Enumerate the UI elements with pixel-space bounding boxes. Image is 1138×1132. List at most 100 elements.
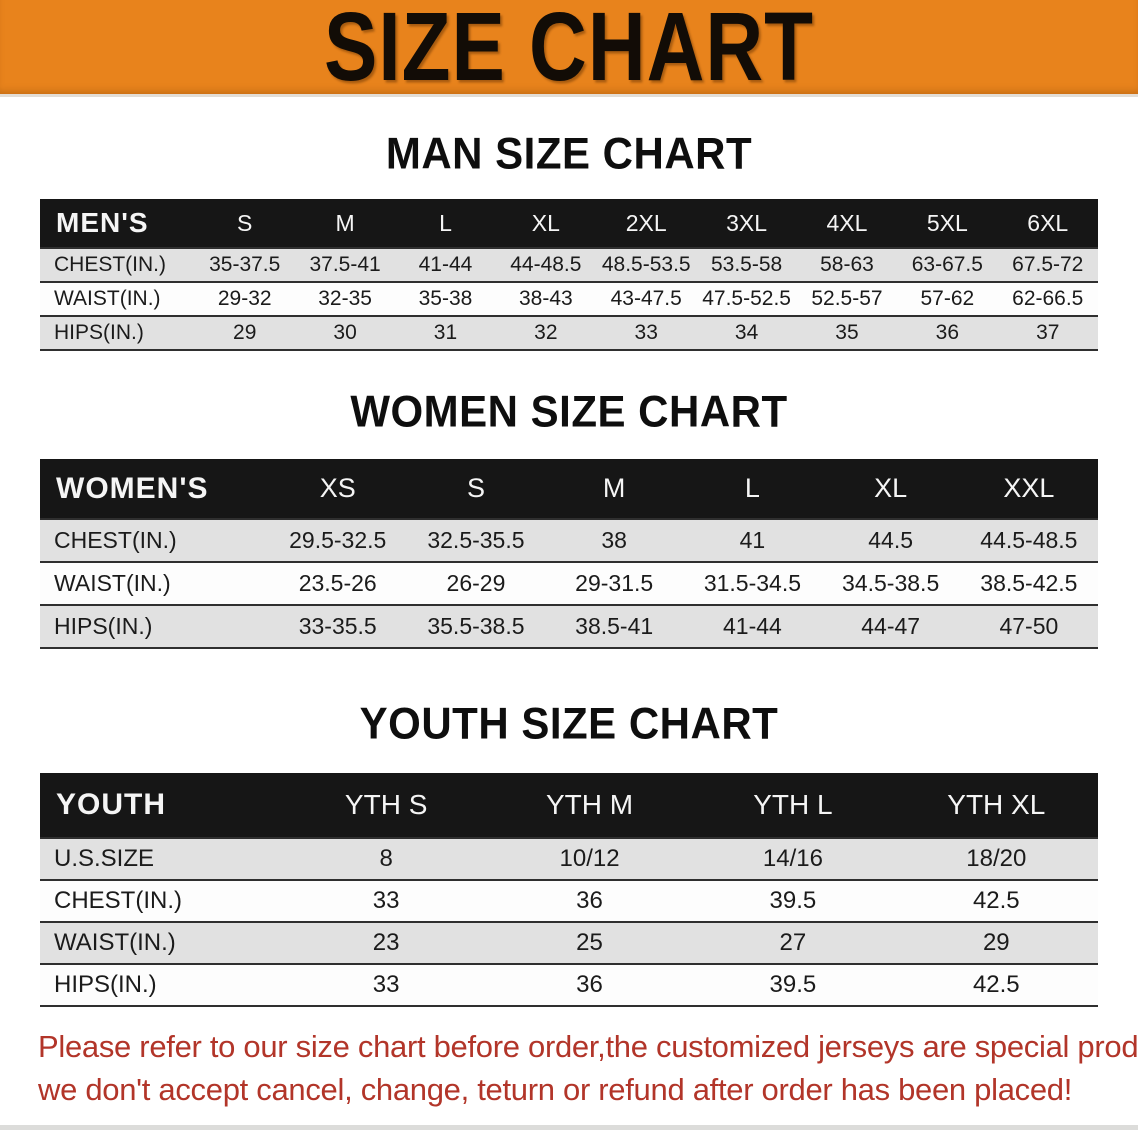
measurement-row: WAIST(IN.) 29-32 32-35 35-38 38-43 43-47.5 47.… [40, 282, 1098, 316]
disclaimer-line-1: Please refer to our size chart before or… [38, 1029, 1138, 1064]
measurement-row-label: WAIST(IN.) [54, 570, 171, 596]
size-column-header: XL [531, 209, 560, 236]
measurement-value: 67.5-72 [1012, 253, 1084, 276]
size-column-header: YTH M [545, 789, 634, 820]
size-column-header: 3XL [726, 209, 768, 236]
measurement-value: 29.5-32.5 [289, 527, 387, 553]
measurement-value: 44-48.5 [510, 253, 582, 276]
measurement-row-label: HIPS(IN.) [54, 613, 153, 639]
size-column-header: M [602, 473, 626, 503]
order-disclaimer: Please refer to our size chart before or… [0, 1025, 1138, 1111]
measurement-value: 35-38 [418, 287, 473, 310]
measurement-value: 37.5-41 [309, 253, 381, 276]
size-column-header: 2XL [625, 209, 667, 236]
measurement-value: 26-29 [446, 570, 506, 596]
measurement-row-label: CHEST(IN.) [54, 253, 166, 276]
measurement-value: 63-67.5 [911, 253, 983, 276]
measurement-value: 35 [835, 321, 859, 344]
measurement-value: 29-31.5 [575, 570, 654, 596]
womens-table-wrap: WOMEN'S XS S M L XL XXL CHEST(IN.) 29.5-32.5 32.… [0, 459, 1138, 649]
youth-table-wrap: YOUTH YTH S YTH M YTH L YTH XL U.S.SIZE 8 10/1… [0, 773, 1138, 1007]
measurement-row-label: U.S.SIZE [54, 845, 155, 872]
table-group-label: MEN'S [56, 207, 149, 238]
size-column-header: YTH XL [947, 789, 1046, 820]
man-size-chart-heading: MAN SIZE CHART [385, 128, 753, 179]
measurement-row: CHEST(IN.) 29.5-32.5 32.5-35.5 38 41 44.5 44.5… [40, 519, 1098, 562]
measurement-value: 32 [534, 321, 558, 344]
measurement-value: 33 [634, 321, 658, 344]
measurement-value: 41-44 [418, 253, 473, 276]
size-column-header: M [335, 209, 355, 236]
measurement-value: 38.5-42.5 [980, 570, 1078, 596]
size-column-header: S [237, 209, 253, 236]
womens-size-table: WOMEN'S XS S M L XL XXL CHEST(IN.) 29.5-32.5 32.… [40, 459, 1098, 649]
measurement-value: 38-43 [518, 287, 573, 310]
measurement-value: 39.5 [769, 971, 817, 998]
size-column-header: 5XL [926, 209, 968, 236]
size-column-header: 6XL [1027, 209, 1069, 236]
size-column-header: YTH S [344, 789, 428, 820]
size-chart-banner: SIZE CHART [0, 0, 1138, 101]
measurement-value: 8 [379, 845, 393, 872]
measurement-row-label: WAIST(IN.) [54, 929, 176, 956]
measurement-value: 32.5-35.5 [427, 527, 525, 553]
mens-size-table: MEN'S S M L XL 2XL 3XL 4XL 5XL 6XL CHEST(IN.) 35-3… [40, 199, 1098, 351]
measurement-value: 47-50 [999, 613, 1059, 639]
table-header-row: MEN'S S M L XL 2XL 3XL 4XL 5XL 6XL [40, 199, 1098, 248]
measurement-value: 48.5-53.5 [601, 253, 691, 276]
measurement-value: 34.5-38.5 [842, 570, 940, 596]
measurement-value: 27 [779, 929, 807, 956]
measurement-row: CHEST(IN.) 35-37.5 37.5-41 41-44 44-48.5 48.5… [40, 248, 1098, 282]
measurement-row: U.S.SIZE 8 10/12 14/16 18/20 [40, 838, 1098, 880]
measurement-value: 31 [433, 321, 458, 344]
youth-size-chart-heading: YOUTH SIZE CHART [359, 698, 779, 749]
measurement-row: WAIST(IN.) 23.5-26 26-29 29-31.5 31.5-34.5 34… [40, 562, 1098, 605]
measurement-value: 34 [734, 321, 759, 344]
measurement-value: 47.5-52.5 [702, 287, 791, 310]
bottom-divider [0, 1125, 1138, 1130]
measurement-row: HIPS(IN.) 33-35.5 35.5-38.5 38.5-41 41-44 44-… [40, 605, 1098, 648]
measurement-value: 33 [372, 887, 400, 914]
measurement-value: 14/16 [762, 845, 823, 872]
disclaimer-line-2: we don't accept cancel, change, teturn o… [38, 1072, 1073, 1107]
measurement-value: 44.5-48.5 [980, 527, 1078, 553]
measurement-value: 42.5 [972, 971, 1020, 998]
size-column-header: L [744, 473, 760, 503]
measurement-value: 41 [739, 527, 766, 553]
measurement-row-label: CHEST(IN.) [54, 527, 177, 553]
measurement-value: 31.5-34.5 [703, 570, 802, 596]
measurement-row-label: CHEST(IN.) [54, 887, 182, 914]
measurement-value: 37 [1036, 321, 1060, 344]
measurement-row: HIPS(IN.) 29 30 31 32 33 34 35 36 37 [40, 316, 1098, 350]
measurement-row: HIPS(IN.) 33 36 39.5 42.5 [40, 964, 1098, 1006]
measurement-value: 41-44 [723, 613, 782, 639]
measurement-value: 53.5-58 [710, 253, 783, 276]
measurement-value: 29 [233, 321, 257, 344]
measurement-value: 36 [576, 971, 603, 998]
size-column-header: 4XL [826, 209, 868, 236]
size-column-header: L [439, 209, 452, 236]
table-header-row: WOMEN'S XS S M L XL XXL [40, 459, 1098, 519]
size-column-header: S [466, 473, 485, 503]
size-column-header: XS [319, 473, 356, 503]
measurement-value: 30 [333, 321, 357, 344]
table-group-label: WOMEN'S [56, 471, 209, 505]
measurement-value: 33-35.5 [298, 613, 377, 639]
measurement-value: 57-62 [920, 287, 975, 310]
measurement-value: 43-47.5 [610, 287, 682, 310]
women-size-chart-heading: WOMEN SIZE CHART [350, 386, 788, 437]
measurement-value: 10/12 [559, 845, 620, 872]
mens-table-wrap: MEN'S S M L XL 2XL 3XL 4XL 5XL 6XL CHEST(IN.) 35-3… [0, 199, 1138, 351]
youth-size-table: YOUTH YTH S YTH M YTH L YTH XL U.S.SIZE 8 10/1… [40, 773, 1098, 1007]
measurement-value: 36 [576, 887, 603, 914]
measurement-value: 32-35 [318, 287, 372, 310]
measurement-value: 36 [935, 321, 960, 344]
measurement-value: 44.5 [868, 527, 914, 553]
measurement-value: 42.5 [972, 887, 1020, 914]
measurement-value: 62-66.5 [1012, 287, 1084, 310]
banner-title: SIZE CHART [324, 0, 814, 101]
measurement-row-label: HIPS(IN.) [54, 971, 157, 998]
size-column-header: XL [874, 473, 908, 503]
measurement-value: 29 [982, 929, 1010, 956]
measurement-value: 58-63 [820, 253, 874, 276]
